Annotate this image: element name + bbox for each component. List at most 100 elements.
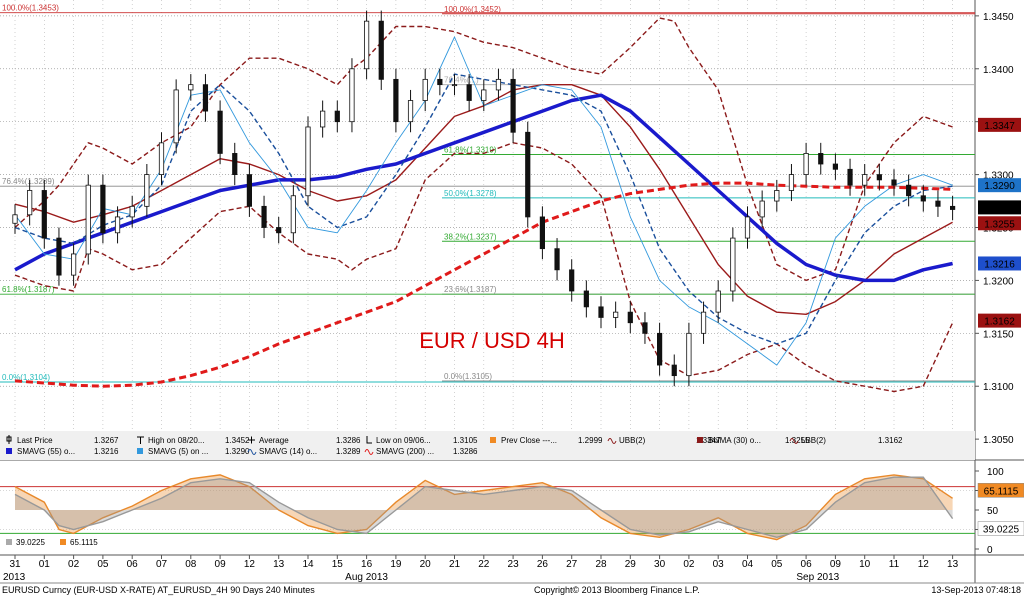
time-axis-label: 22 [478, 559, 490, 570]
time-axis-label: 12 [244, 559, 256, 570]
candle-body [276, 227, 282, 234]
legend-label: SMAVG (5) on ... [148, 447, 208, 456]
legend-value: 1.3286 [453, 447, 478, 456]
candle-body [290, 195, 296, 234]
candle-body [451, 84, 458, 87]
series-line-6 [14, 181, 953, 388]
candle-body [41, 190, 47, 239]
fibonacci-label: 61.8%(1.3319) [444, 145, 497, 154]
candle-body [320, 110, 326, 128]
legend-value: 1.3289 [336, 447, 361, 456]
l-icon [366, 436, 372, 444]
candle-body [818, 153, 824, 165]
legend-label: LBB(2) [801, 436, 826, 445]
legend-value: 1.3267 [94, 436, 119, 445]
candle-body [114, 216, 121, 234]
candle-body [847, 168, 853, 186]
candle-body [686, 332, 692, 377]
time-axis-label: 19 [390, 559, 402, 570]
osc-badge-value: 65.1115 [984, 486, 1019, 497]
legend-value: 1.3290 [225, 447, 250, 456]
price-axis-label: 1.3450 [983, 12, 1014, 23]
candle-body [27, 190, 33, 216]
series-line-1 [14, 142, 954, 393]
plus-icon [248, 436, 255, 444]
price-badges: 1.3347 1.3290 1.3267 1.3255 1.3216 1.3162 [978, 117, 1021, 328]
legend-label: UBB(2) [619, 436, 646, 445]
candle-body [759, 200, 765, 218]
time-axis-label: 11 [889, 559, 900, 570]
fibonacci-label: 76.4%(1.3289) [2, 177, 55, 186]
candle-icon [6, 435, 12, 444]
legend-value: 1.3452 [225, 436, 250, 445]
candle-body [510, 78, 516, 133]
time-axis-label: 02 [68, 559, 80, 570]
candle-body [598, 306, 604, 318]
legend-label: Prev Close ---... [501, 436, 557, 445]
price-badge [978, 256, 1021, 271]
candle-body [232, 153, 238, 175]
price-badge-value: 1.3267 [984, 203, 1015, 214]
candle-body [906, 184, 912, 197]
fibonacci-label: 0.0%(1.3105) [444, 372, 492, 381]
fibonacci-label: 0.0%(1.3104) [2, 373, 50, 382]
osc-badge [977, 521, 1024, 536]
candle-body [876, 174, 882, 181]
legend-value: 1.3347 [696, 436, 721, 445]
price-badge-value: 1.3347 [984, 121, 1015, 132]
t-icon [137, 436, 144, 444]
price-axis-label: 1.3300 [983, 171, 1014, 182]
osc-badge-value: 39.0225 [983, 525, 1020, 536]
osc-badge [977, 483, 1024, 498]
time-axis-label: 23 [508, 559, 520, 570]
chart-title: EUR / USD 4H [419, 328, 564, 353]
candle-body [744, 216, 751, 239]
legend-value: 1.3162 [878, 436, 903, 445]
series-line-3 [14, 93, 953, 283]
time-axis-label: 26 [537, 559, 549, 570]
time-axis-label: 10 [859, 559, 871, 570]
price-badge-value: 1.3255 [984, 219, 1015, 230]
candle-body [437, 78, 443, 86]
price-candles [12, 10, 956, 387]
legend-label: SMAVG (55) o... [17, 447, 75, 456]
fibonacci-label: 38.2%(1.3237) [444, 232, 497, 241]
candle-body [466, 84, 472, 101]
time-axis-group-label: Sep 2013 [796, 572, 839, 583]
footer-center: Copyright© 2013 Bloomberg Finance L.P. [534, 585, 700, 595]
candle-body [129, 205, 135, 218]
candle-body [481, 89, 487, 101]
time-axis-label: 08 [185, 559, 197, 570]
candle-body [554, 248, 560, 271]
osc-line-1 [14, 476, 954, 539]
legend-value: 1.3286 [336, 436, 361, 445]
osc-legend-swatch [6, 539, 12, 545]
candle-body [788, 174, 795, 191]
candle-body [627, 311, 633, 324]
time-axis-label: 21 [449, 559, 461, 570]
price-badge [978, 200, 1021, 215]
footer-left: EURUSD Curncy (EUR-USD X-RATE) AT_EURUSD… [2, 585, 315, 595]
price-badge [978, 178, 1021, 193]
candle-body [495, 78, 502, 91]
legend-label: Last Price [17, 436, 53, 445]
candle-body [363, 20, 370, 70]
candle-body [803, 153, 809, 175]
price-axis-label: 1.3400 [983, 65, 1014, 76]
candle-body [657, 332, 663, 366]
legend-label: SMAVG (14) o... [259, 447, 317, 456]
square-icon [6, 448, 12, 454]
candle-body [613, 311, 619, 318]
time-axis-group-label: Aug 2013 [345, 572, 388, 583]
time-axis-label: 06 [127, 559, 139, 570]
candle-body [100, 184, 106, 234]
candle-body [261, 205, 267, 228]
time-axis-label: 28 [595, 559, 607, 570]
price-axis-label: 1.3150 [983, 329, 1014, 340]
square-icon [137, 448, 143, 454]
candle-body [422, 78, 428, 101]
candle-body [730, 237, 736, 292]
legend-value: 1.3216 [94, 447, 119, 456]
